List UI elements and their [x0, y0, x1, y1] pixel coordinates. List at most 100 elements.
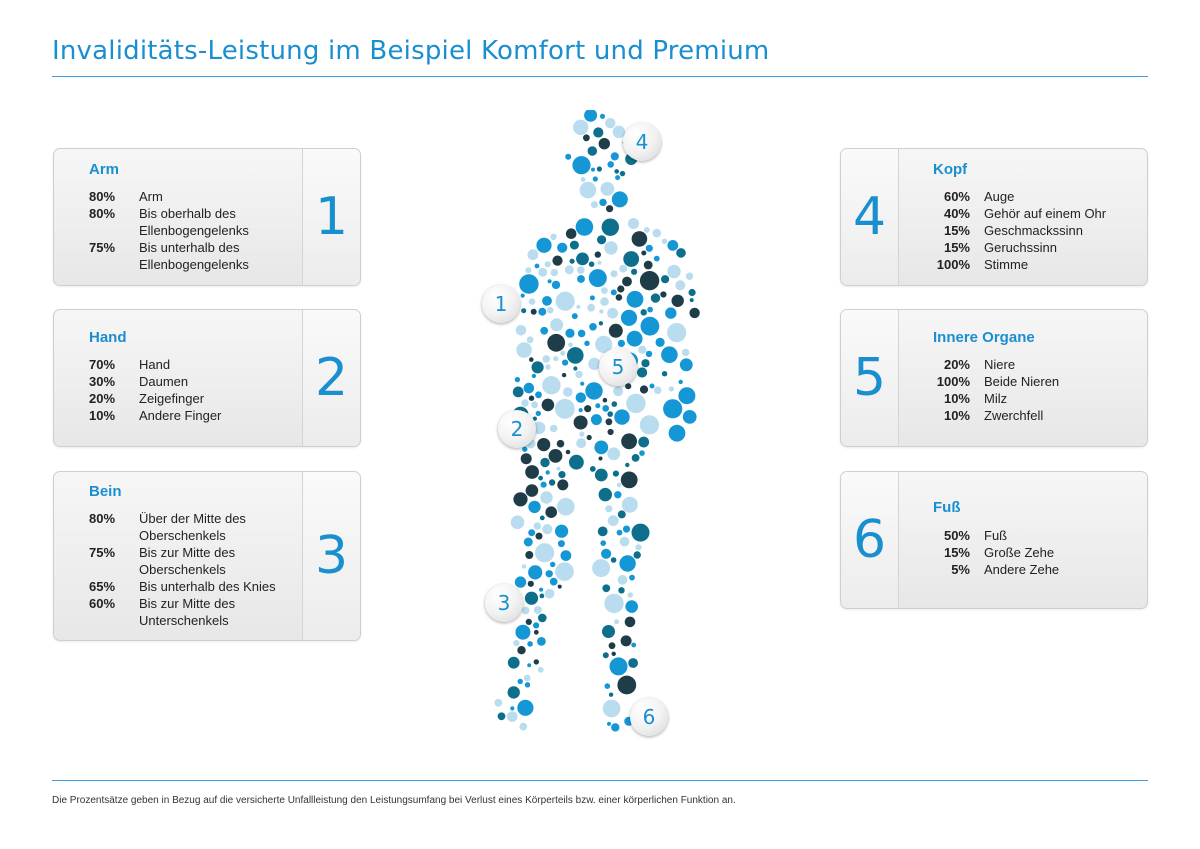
figure-dot [639, 450, 645, 456]
figure-dot [587, 146, 598, 156]
figure-dot [600, 540, 606, 546]
figure-dot [608, 642, 616, 650]
figure-dot [525, 551, 534, 559]
figure-dot [557, 584, 562, 589]
figure-dot [506, 711, 518, 722]
marker-4: 4 [623, 123, 661, 161]
number-panel [841, 310, 899, 446]
figure-dot [528, 395, 535, 401]
figure-dot [607, 428, 614, 436]
figure-dot [524, 591, 539, 605]
card-row: 20% Niere [943, 357, 1016, 372]
figure-dot [572, 156, 591, 175]
figure-dot [576, 304, 581, 309]
figure-dot [614, 619, 620, 625]
figure-dot [569, 454, 584, 470]
card-number: 6 [852, 510, 887, 570]
figure-dot [645, 244, 653, 252]
figure-dot [598, 487, 612, 502]
figure-dot [625, 600, 638, 613]
figure-dot [675, 280, 686, 291]
figure-dot [538, 307, 547, 316]
figure-dot [529, 357, 534, 362]
card-number: 4 [852, 187, 887, 247]
figure-dot [530, 308, 537, 315]
figure-dots [494, 110, 700, 732]
card-row: 10% Milz [943, 391, 1008, 406]
figure-dot [600, 297, 609, 306]
figure-dot [525, 484, 539, 497]
figure-dot [567, 347, 584, 364]
figure-dot [610, 289, 617, 296]
figure-dot [608, 692, 614, 697]
card-row: 80% Arm [89, 189, 163, 204]
figure-dot [589, 466, 596, 472]
figure-dot [589, 323, 597, 331]
figure-dot [588, 269, 607, 288]
figure-dot [548, 479, 556, 486]
figure-dot [555, 524, 569, 538]
card-number: 1 [314, 187, 349, 247]
figure-dot [631, 231, 648, 247]
figure-dot [629, 574, 635, 581]
figure-dot [640, 309, 647, 316]
figure-dot [598, 138, 610, 150]
figure-dot [602, 405, 610, 412]
figure-dot [604, 683, 611, 689]
figure-dot [533, 659, 539, 665]
figure-dot [525, 618, 532, 625]
figure-dot [547, 333, 566, 352]
figure-dot [607, 411, 613, 417]
figure-dot [528, 565, 543, 580]
title-divider [52, 76, 1148, 77]
figure-dot [607, 307, 618, 319]
figure-dot [638, 436, 650, 448]
figure-dot [573, 119, 589, 135]
figure-dot [611, 651, 616, 656]
figure-dot [535, 543, 555, 563]
figure-dot [668, 424, 686, 442]
figure-dot [555, 398, 575, 419]
figure-dot [539, 515, 545, 521]
figure-dot [540, 326, 549, 335]
figure-dot [608, 323, 623, 338]
marker-1: 1 [482, 285, 520, 323]
card-heading: Arm [89, 161, 120, 178]
figure-dot [627, 592, 633, 598]
figure-dot [540, 481, 547, 488]
figure-dot [539, 593, 545, 599]
figure-dot [521, 564, 527, 569]
marker-3: 3 [485, 584, 523, 622]
figure-dot [523, 537, 533, 547]
figure-dot [606, 205, 614, 213]
figure-dot [605, 505, 613, 513]
figure-dot [641, 250, 647, 256]
figure-dot [639, 271, 660, 291]
figure-dot [545, 506, 557, 518]
figure-dot [631, 454, 640, 462]
figure-dot [521, 308, 527, 314]
figure-dot [536, 237, 552, 253]
figure-dot [604, 593, 624, 614]
figure-dot [545, 470, 550, 475]
marker-6: 6 [630, 698, 668, 736]
number-panel [841, 149, 899, 285]
figure-dot [619, 536, 630, 547]
figure-dot [619, 170, 626, 177]
figure-dot [607, 447, 621, 461]
figure-dot [550, 233, 557, 240]
figure-dot [542, 355, 551, 363]
figure-dot [661, 346, 678, 363]
figure-dot [497, 712, 506, 721]
figure-dot [542, 376, 561, 395]
figure-dot [607, 515, 619, 527]
figure-dot [576, 252, 589, 266]
figure-dot [521, 399, 529, 407]
figure-dot [577, 266, 585, 274]
figure-dot [542, 524, 553, 535]
figure-dot [611, 401, 618, 407]
figure-dot [538, 475, 543, 481]
card-row: 30% Daumen [89, 374, 189, 389]
figure-dot [619, 555, 636, 572]
card-heading: Bein [89, 483, 122, 500]
